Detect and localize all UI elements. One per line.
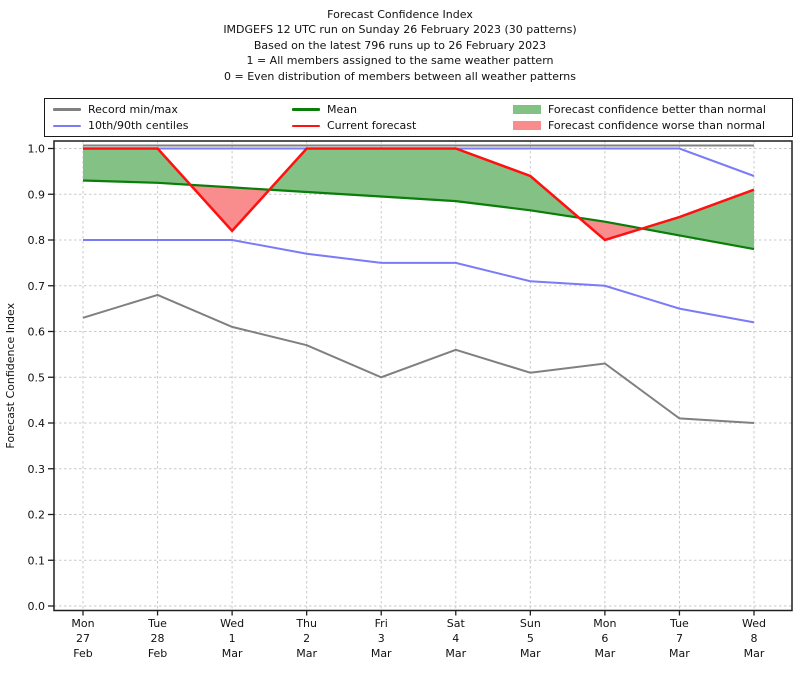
legend-line-swatch — [292, 124, 320, 127]
x-tick-label-day: Tue — [669, 617, 689, 630]
confidence-fill-worse — [190, 184, 270, 231]
legend-entry: Forecast confidence worse than normal — [513, 119, 792, 132]
legend-entry: Forecast confidence better than normal — [513, 103, 792, 116]
legend-entry: Mean — [292, 103, 513, 116]
y-tick-label: 0.3 — [28, 463, 46, 476]
y-tick-label: 0.7 — [28, 280, 46, 293]
chart-note-one: 1 = All members assigned to the same wea… — [246, 54, 554, 68]
chart-legend: Record min/max 10th/90th centiles Mean Curr… — [44, 98, 793, 137]
legend-line-swatch — [53, 124, 81, 127]
x-tick-label-num: 1 — [229, 632, 236, 645]
legend-entry: Record min/max — [53, 103, 292, 116]
legend-entry-label: Forecast confidence better than normal — [548, 102, 766, 116]
x-tick-label-num: 8 — [751, 632, 758, 645]
plot-border — [53, 140, 793, 612]
legend-patch-swatch — [513, 104, 541, 114]
chart-title: Forecast Confidence Index — [327, 8, 473, 21]
x-tick-label-day: Thu — [295, 617, 317, 630]
y-tick-label: 0.9 — [28, 188, 46, 201]
legend-entry-label: Mean — [327, 102, 357, 116]
x-tick-label-month: Mar — [669, 647, 690, 660]
chart-note-zero: 0 = Even distribution of members between… — [223, 69, 577, 83]
y-tick-label: 0.8 — [28, 234, 46, 247]
legend-entry-label: Record min/max — [88, 102, 178, 116]
legend-line-swatch — [53, 108, 81, 111]
x-tick-label-month: Mar — [371, 647, 392, 660]
x-tick-label-num: 5 — [527, 632, 534, 645]
x-tick-label-day: Mon — [71, 617, 94, 630]
legend-entry-label: Forecast confidence worse than normal — [548, 119, 766, 133]
x-tick-label-num: 6 — [601, 632, 608, 645]
x-tick-label-month: Mar — [595, 647, 616, 660]
y-tick-label: 0.2 — [28, 509, 46, 522]
x-tick-label-num: 28 — [151, 632, 165, 645]
x-tick-label-day: Wed — [742, 617, 766, 630]
x-tick-label-month: Mar — [744, 647, 765, 660]
y-tick-label: 0.6 — [28, 326, 46, 339]
x-tick-label-num: 3 — [378, 632, 385, 645]
chart-title-block: Forecast Confidence Index IMDGEFS 12 UTC… — [0, 7, 800, 84]
legend-entry: 10th/90th centiles — [53, 119, 292, 132]
centile-10-line — [83, 239, 755, 324]
x-tick-label-day: Sun — [520, 617, 541, 630]
x-tick-label-month: Feb — [148, 647, 167, 660]
legend-entry-label: Current forecast — [327, 119, 417, 133]
confidence-fill-worse — [579, 217, 643, 240]
x-tick-label-month: Mar — [445, 647, 466, 660]
x-tick-label-day: Tue — [147, 617, 167, 630]
x-tick-label-month: Mar — [296, 647, 317, 660]
x-tick-label-num: 2 — [303, 632, 310, 645]
current-forecast-line — [83, 147, 755, 242]
x-tick-label-month: Mar — [520, 647, 541, 660]
record-min-line — [82, 293, 755, 424]
y-tick-label: 1.0 — [28, 143, 46, 156]
x-tick-label-month: Mar — [222, 647, 243, 660]
confidence-fill-better — [642, 189, 754, 250]
chart-subtitle-run: IMDGEFS 12 UTC run on Sunday 26 February… — [223, 23, 577, 37]
x-tick-label-day: Fri — [375, 617, 388, 630]
y-tick-label: 0.5 — [28, 371, 46, 384]
y-axis-label: Forecast Confidence Index — [4, 302, 17, 448]
confidence-fill-better — [83, 148, 191, 185]
legend-entry: Current forecast — [292, 119, 513, 132]
legend-line-swatch — [292, 108, 320, 111]
x-tick-label-day: Sat — [447, 617, 466, 630]
legend-entry-label: 10th/90th centiles — [88, 119, 189, 133]
x-tick-label-num: 27 — [76, 632, 90, 645]
x-tick-label-num: 4 — [452, 632, 459, 645]
x-tick-label-month: Feb — [73, 647, 92, 660]
x-tick-label-day: Wed — [220, 617, 244, 630]
y-tick-label: 0.4 — [28, 417, 46, 430]
confidence-fill-better — [269, 148, 579, 218]
y-tick-label: 0.0 — [28, 600, 46, 613]
x-tick-label-num: 7 — [676, 632, 683, 645]
y-tick-label: 0.1 — [28, 554, 46, 567]
chart-subtitle-basis: Based on the latest 796 runs up to 26 Fe… — [253, 38, 547, 52]
x-tick-label-day: Mon — [593, 617, 616, 630]
legend-patch-swatch — [513, 121, 541, 131]
